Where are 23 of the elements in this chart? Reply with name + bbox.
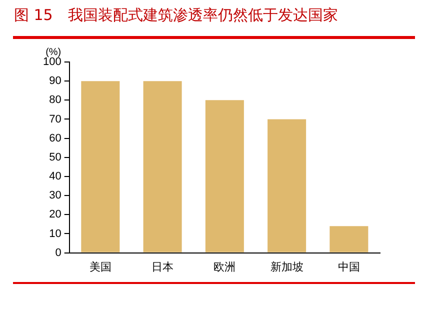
x-tick-label: 美国: [89, 260, 112, 274]
x-tick-label: 中国: [338, 260, 360, 274]
y-tick-label: 10: [49, 228, 62, 240]
chart-title: 图 15 我国装配式建筑渗透率仍然低于发达国家: [14, 6, 338, 25]
x-tick-label: 日本: [152, 260, 174, 274]
y-tick-label: 100: [42, 56, 62, 68]
y-tick-label: 20: [49, 208, 62, 221]
y-tick-label: 80: [49, 94, 62, 106]
bar: [81, 81, 120, 252]
bar: [268, 119, 306, 252]
bar: [143, 81, 182, 252]
y-tick-label: 30: [49, 190, 62, 202]
bar: [205, 100, 244, 252]
y-tick-label: 0: [55, 246, 62, 259]
y-tick-label: 90: [49, 75, 62, 88]
y-tick-label: 40: [49, 170, 62, 183]
bar: [330, 226, 368, 252]
y-axis-title: (%): [46, 46, 62, 58]
x-tick-label: 欧洲: [214, 260, 236, 274]
y-tick-label: 60: [49, 132, 62, 144]
y-tick-label: 70: [49, 113, 62, 126]
x-tick-label: 新加坡: [270, 260, 304, 274]
y-tick-label: 50: [49, 151, 62, 164]
